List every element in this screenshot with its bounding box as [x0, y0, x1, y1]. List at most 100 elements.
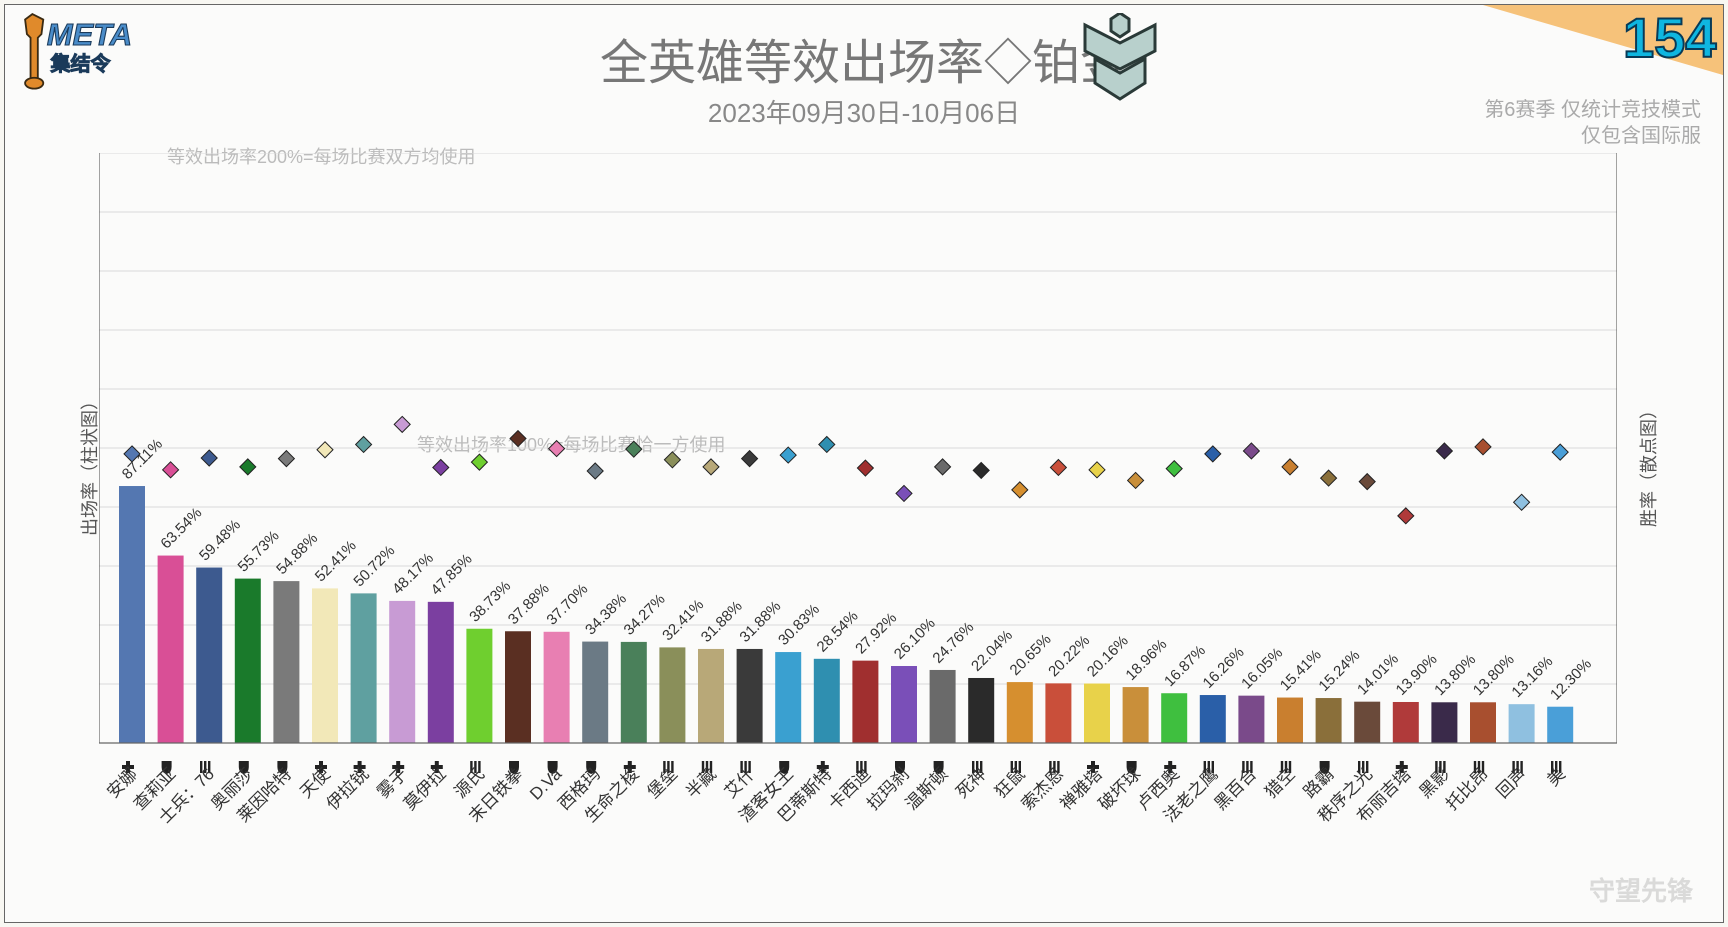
- bar-value: 31.88%: [698, 598, 746, 646]
- bar-莫伊拉: [428, 602, 454, 743]
- bar-黑百合: [1238, 696, 1264, 743]
- bar-禅雅塔: [1084, 684, 1110, 743]
- bar-法老之鹰: [1200, 695, 1226, 743]
- winrate-point: [317, 442, 333, 458]
- bar-拉玛刹: [891, 666, 917, 743]
- chart-title: 全英雄等效出场率◇铂金: [5, 23, 1723, 93]
- winrate-point: [510, 431, 526, 447]
- bar-士兵：76: [196, 568, 222, 743]
- bar-索杰恩: [1045, 683, 1071, 743]
- bar-托比昂: [1470, 702, 1496, 743]
- x-label: 死神: [953, 764, 990, 801]
- bar-莱因哈特: [273, 581, 299, 743]
- winrate-point: [664, 452, 680, 468]
- winrate-point: [1514, 494, 1530, 510]
- bar-猎空: [1277, 698, 1303, 743]
- right-note-2: 仅包含国际服: [1484, 123, 1701, 149]
- bar-卢西奥: [1161, 693, 1187, 743]
- winrate-point: [1552, 444, 1568, 460]
- x-label: 索杰恩: [1018, 764, 1067, 813]
- right-note-1: 第6赛季 仅统计竞技模式: [1484, 97, 1701, 123]
- bar-半藏: [698, 649, 724, 743]
- winrate-point: [742, 451, 758, 467]
- winrate-point: [1359, 474, 1375, 490]
- bar-巴蒂斯特: [814, 659, 840, 743]
- winrate-point: [1321, 470, 1337, 486]
- winrate-point: [935, 459, 951, 475]
- winrate-point: [1398, 508, 1414, 524]
- bar-value: 16.26%: [1200, 644, 1248, 692]
- x-label: 破坏球: [1095, 764, 1144, 813]
- winrate-point: [1282, 459, 1298, 475]
- bar-生命之梭: [621, 642, 647, 743]
- bar-value: 20.22%: [1045, 632, 1093, 680]
- winrate-point: [1050, 459, 1066, 475]
- winrate-point: [1166, 461, 1182, 477]
- winrate-point: [896, 485, 912, 501]
- bar-value: 59.48%: [196, 516, 244, 564]
- right-notes: 第6赛季 仅统计竞技模式 仅包含国际服: [1484, 97, 1701, 149]
- bar-西格玛: [582, 642, 608, 743]
- x-label: 卡西迪: [825, 764, 874, 813]
- x-label: 半藏: [682, 764, 719, 801]
- winrate-point: [201, 450, 217, 466]
- bar-查莉亚: [158, 556, 184, 743]
- winrate-point: [703, 459, 719, 475]
- bar-秩序之光: [1354, 702, 1380, 743]
- bar-value: 34.38%: [582, 590, 630, 638]
- bar-value: 13.80%: [1431, 651, 1479, 699]
- winrate-point: [433, 459, 449, 475]
- watermark: 守望先锋: [1589, 871, 1693, 908]
- bar-美: [1547, 707, 1573, 743]
- bar-源氏: [466, 629, 492, 743]
- bar-value: 47.85%: [428, 551, 476, 599]
- bar-value: 37.70%: [543, 581, 591, 629]
- x-label: 猎空: [1261, 764, 1298, 801]
- bar-艾什: [737, 649, 763, 743]
- bar-value: 13.90%: [1393, 651, 1441, 699]
- bar-value: 37.88%: [505, 580, 553, 628]
- bar-奥丽莎: [235, 579, 261, 743]
- winrate-point: [240, 459, 256, 475]
- winrate-point: [587, 463, 603, 479]
- x-label: 拉玛刹: [863, 764, 912, 813]
- winrate-point: [278, 451, 294, 467]
- bar-路霸: [1316, 698, 1342, 743]
- winrate-point: [1243, 443, 1259, 459]
- winrate-point: [163, 462, 179, 478]
- x-label: 黑百合: [1211, 764, 1260, 813]
- winrate-point: [626, 441, 642, 457]
- bar-value: 63.54%: [157, 504, 205, 552]
- x-label: 堡垒: [644, 764, 681, 801]
- winrate-point: [1089, 462, 1105, 478]
- bar-伊拉锐: [351, 593, 377, 743]
- bar-黑影: [1431, 702, 1457, 743]
- bar-末日铁拳: [505, 631, 531, 743]
- bar-回声: [1509, 704, 1535, 743]
- x-label: 托比昂: [1442, 764, 1491, 813]
- bar-value: 87.11%: [119, 436, 166, 483]
- bar-value: 12.30%: [1547, 656, 1595, 704]
- chart-root: META 集结令 154 全英雄等效出场率◇铂金 2023年09月30日-10月…: [4, 4, 1724, 923]
- plot-area: 0%20%40%60%80%100%120%140%160%180%200%0%…: [99, 153, 1617, 893]
- bar-布丽吉塔: [1393, 702, 1419, 743]
- bar-天使: [312, 588, 338, 743]
- bar-卡西迪: [852, 661, 878, 743]
- winrate-point: [857, 460, 873, 476]
- bar-value: 48.17%: [389, 550, 437, 598]
- winrate-point: [1475, 439, 1491, 455]
- y-axis-right-label: 胜率（散点图）: [1635, 401, 1661, 527]
- winrate-point: [1012, 482, 1028, 498]
- bar-温斯顿: [930, 670, 956, 743]
- winrate-point: [471, 454, 487, 470]
- winrate-point: [780, 447, 796, 463]
- bar-雾子: [389, 601, 415, 743]
- bar-安娜: [119, 486, 145, 743]
- winrate-point: [549, 441, 565, 457]
- chart-subtitle: 2023年09月30日-10月06日: [5, 93, 1723, 130]
- bar-value: 15.41%: [1277, 646, 1325, 694]
- winrate-point: [819, 436, 835, 452]
- bar-堡垒: [659, 647, 685, 743]
- winrate-point: [356, 436, 372, 452]
- bar-破坏球: [1123, 687, 1149, 743]
